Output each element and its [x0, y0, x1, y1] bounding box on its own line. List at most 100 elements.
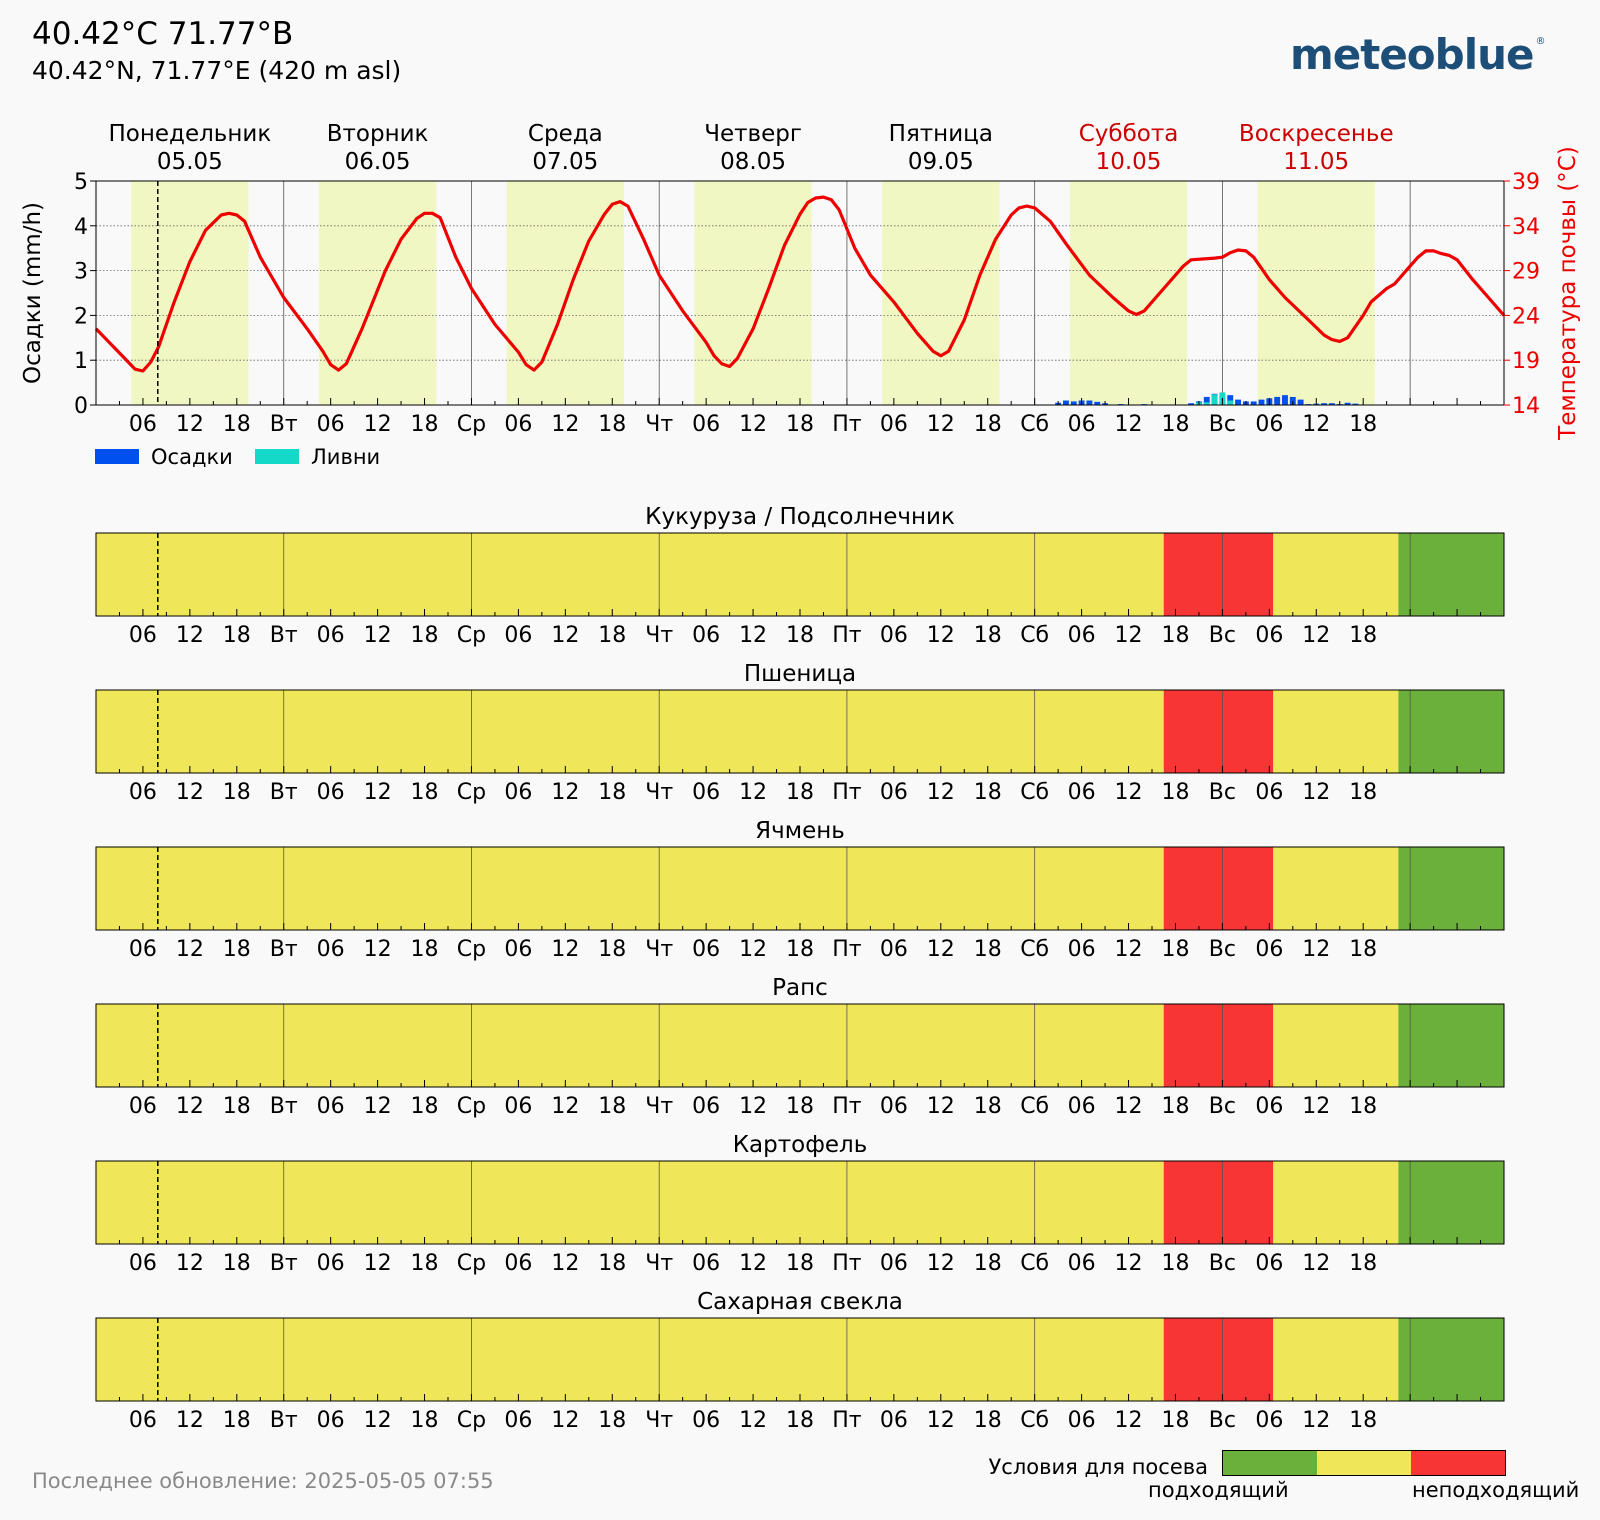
x-tick-label: Вс: [1209, 780, 1236, 805]
daylight-band: [1257, 181, 1375, 405]
x-tick-label: Пт: [832, 780, 862, 805]
x-tick-label: 18: [1161, 623, 1189, 648]
crop-condition-segment: [1398, 847, 1504, 930]
crop-strip: Картофель: [95, 1132, 1505, 1245]
left-tick-label: 1: [74, 349, 88, 374]
x-tick-label: 18: [1161, 1094, 1189, 1119]
precip-bar: [1203, 396, 1210, 405]
x-tick-label: 18: [1349, 412, 1377, 437]
crop-condition-segment: [1398, 533, 1504, 616]
x-tick-label: 18: [786, 937, 814, 962]
x-tick-label: 06: [1068, 623, 1096, 648]
x-tick-label: 12: [927, 412, 955, 437]
crop-condition-segment: [1398, 1161, 1504, 1244]
x-tick-label: 06: [504, 412, 532, 437]
x-tick-label: 06: [317, 1408, 345, 1433]
x-tick-label: Сб: [1020, 937, 1049, 962]
x-tick-label: 18: [411, 1251, 439, 1276]
x-tick-label: 12: [551, 412, 579, 437]
crop-condition-segment: [1273, 1161, 1399, 1244]
x-tick-label: 18: [223, 623, 251, 648]
x-tick-label: 18: [1349, 937, 1377, 962]
x-tick-label: 18: [598, 780, 626, 805]
x-tick-label: 12: [1302, 1251, 1330, 1276]
x-tick-label: 12: [927, 937, 955, 962]
x-tick-label: 18: [223, 412, 251, 437]
x-tick-label: Чт: [645, 412, 673, 437]
scale-suitable: [1223, 1451, 1317, 1475]
precip-bar: [1297, 399, 1304, 405]
day-name: Вторник: [327, 121, 429, 147]
daylight-band: [1069, 181, 1188, 405]
x-tick-label: Пт: [832, 1094, 862, 1119]
crop-title: Ячмень: [755, 818, 845, 844]
x-tick-label: 06: [504, 623, 532, 648]
x-tick-label: 18: [1349, 780, 1377, 805]
x-tick-label: 12: [739, 1251, 767, 1276]
x-tick-label: 06: [129, 1408, 157, 1433]
x-tick-label: 12: [739, 780, 767, 805]
precip-bar: [1250, 401, 1257, 405]
x-tick-label: 06: [880, 412, 908, 437]
x-tick-label: Вс: [1209, 1251, 1236, 1276]
crop-x-axis: 06 12 18 Вт 06 12 18 Ср 06 12 18 Чт 06 12 18 Пт 06 12 18 Сб…: [118, 1237, 1482, 1276]
x-tick-label: 18: [974, 1094, 1002, 1119]
meteoblue-logo[interactable]: meteoblue ®: [1290, 30, 1546, 79]
x-tick-label: 12: [364, 1094, 392, 1119]
x-tick-label: 12: [1115, 780, 1143, 805]
right-tick-label: 19: [1512, 349, 1540, 374]
x-tick-label: 18: [598, 1094, 626, 1119]
x-tick-label: 18: [598, 623, 626, 648]
x-tick-label: 12: [1302, 937, 1330, 962]
x-tick-label: Ср: [457, 1094, 486, 1119]
x-tick-label: 06: [1255, 937, 1283, 962]
precip-bar: [1227, 395, 1234, 405]
crop-condition-segment: [1273, 690, 1399, 773]
x-tick-label: 12: [176, 1408, 204, 1433]
crop-strip: Рапс: [95, 975, 1505, 1088]
x-tick-label: 12: [739, 1408, 767, 1433]
x-tick-label: 12: [364, 623, 392, 648]
x-tick-label: Вс: [1209, 1094, 1236, 1119]
crop-condition-segment: [1398, 1318, 1504, 1401]
x-tick-label: 18: [1161, 412, 1189, 437]
x-tick-label: Вт: [270, 1408, 298, 1433]
day-date: 05.05: [157, 149, 223, 175]
x-tick-label: 18: [598, 1408, 626, 1433]
crop-title: Пшеница: [744, 661, 856, 687]
x-tick-label: 12: [927, 1094, 955, 1119]
x-tick-label: 12: [176, 1094, 204, 1119]
scale-moderate: [1317, 1451, 1411, 1475]
x-tick-label: 18: [1161, 780, 1189, 805]
x-tick-label: Сб: [1020, 780, 1049, 805]
legend-label: Ливни: [311, 445, 380, 469]
x-tick-label: 12: [739, 1094, 767, 1119]
x-tick-label: Сб: [1020, 412, 1049, 437]
x-tick-label: 18: [1161, 937, 1189, 962]
x-tick-label: 18: [598, 412, 626, 437]
x-tick-label: 06: [317, 623, 345, 648]
x-tick-label: 06: [880, 623, 908, 648]
x-tick-label: Вс: [1209, 412, 1236, 437]
day-date: 08.05: [720, 149, 786, 175]
crop-strip: Кукуруза / Подсолнечник: [95, 504, 1505, 617]
x-tick-label: Сб: [1020, 1251, 1049, 1276]
x-tick-label: 06: [1068, 937, 1096, 962]
x-tick-label: 12: [551, 780, 579, 805]
x-tick-label: Вт: [270, 780, 298, 805]
legend-suitable-label: подходящий: [1148, 1478, 1289, 1502]
soil-temperature-line: [94, 195, 1506, 373]
daylight-band: [882, 181, 1000, 405]
right-tick-label: 39: [1512, 170, 1540, 195]
main-x-axis: 06 12 18 Вт 06 12 18 Ср 06 12 18 Чт 06 12 18 Пт 06 12 18 Сб…: [118, 398, 1482, 437]
x-tick-label: 06: [504, 937, 532, 962]
crop-condition-segment: [1273, 533, 1399, 616]
x-tick-label: 18: [974, 780, 1002, 805]
x-tick-label: Ср: [457, 412, 486, 437]
crop-condition-segment: [1163, 847, 1274, 930]
legend-label: Осадки: [151, 445, 233, 469]
precip-bar: [1188, 403, 1195, 405]
precip-bar: [1328, 403, 1335, 405]
